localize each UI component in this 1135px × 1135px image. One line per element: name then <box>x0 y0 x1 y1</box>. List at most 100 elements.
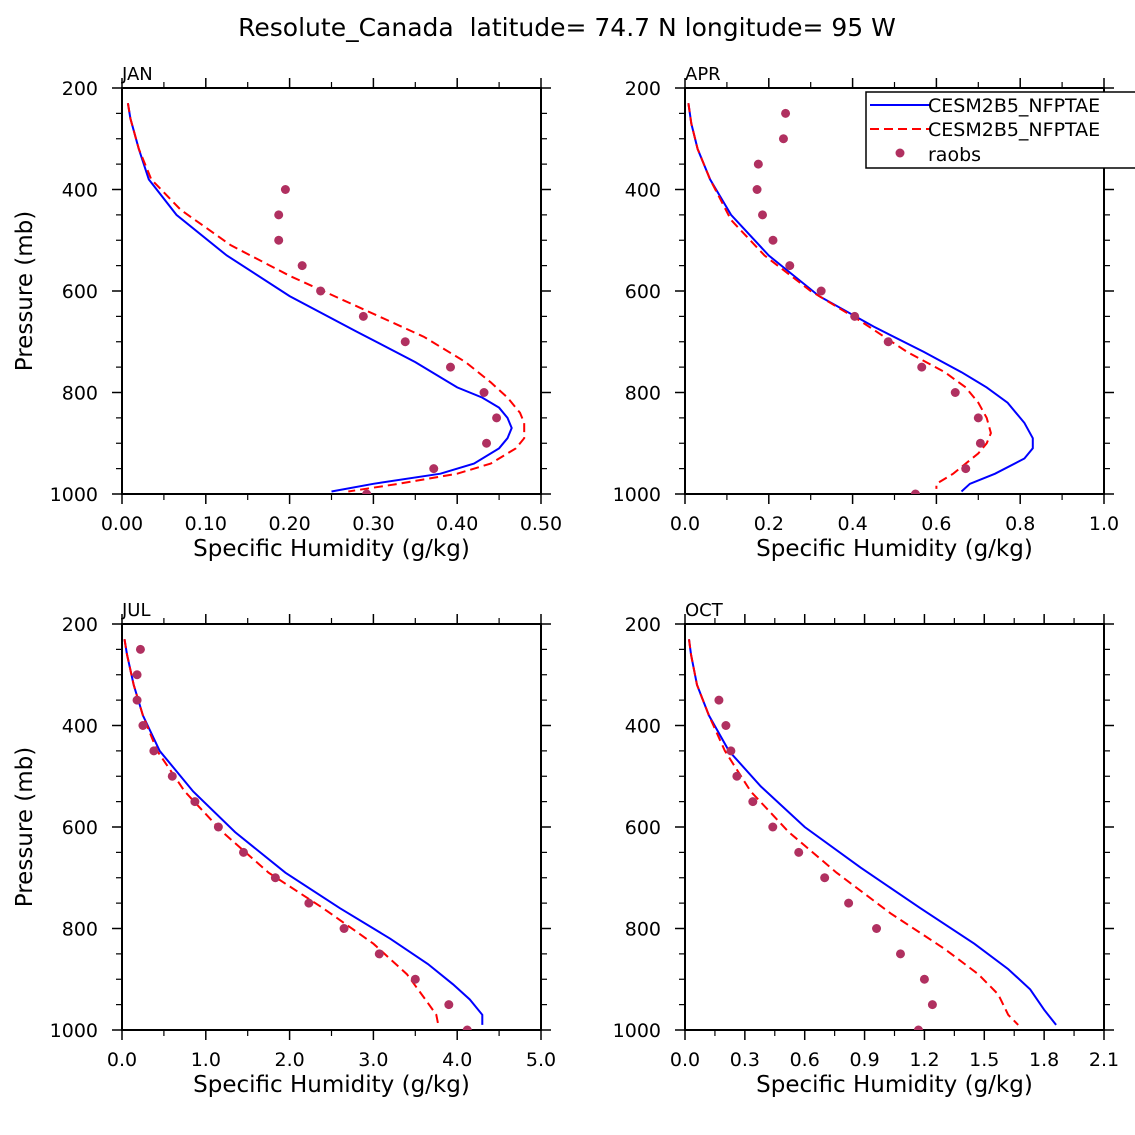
x-tick-label: 0.00 <box>101 513 143 535</box>
legend-label: CESM2B5_NFPTAE <box>928 95 1100 117</box>
panel-jul: JUL 0.0 1.0 2.0 3.0 4.0 5.0 200 400 600 800 1000 Spe… <box>12 600 556 1098</box>
legend-label: raobs <box>928 144 981 166</box>
x-tick-label: 0.2 <box>754 513 784 535</box>
raobs-point <box>479 388 489 397</box>
raobs-point <box>190 797 200 807</box>
legend-label: CESM2B5_NFPTAE <box>928 119 1100 141</box>
y-tick-label: 400 <box>625 180 661 202</box>
raobs-point <box>919 974 929 984</box>
raobs-point <box>482 438 492 448</box>
raobs-point <box>913 1025 923 1030</box>
raobs-point <box>850 311 860 321</box>
panel-jan: JAN 0.00 0.10 0.20 0.30 0.40 0.50 200 400 600 800 1… <box>12 64 562 562</box>
raobs-point <box>975 438 985 448</box>
x-axis-label: Specific Humidity (g/kg) <box>756 1072 1033 1098</box>
raobs-point <box>732 771 742 781</box>
raobs-point <box>239 847 249 857</box>
x-tick-label: 0.10 <box>185 513 227 535</box>
x-tick-label: 1.8 <box>1029 1049 1059 1071</box>
series-line-dashed <box>687 103 992 489</box>
x-tick-label: 1.0 <box>191 1049 221 1071</box>
raobs-point <box>167 771 177 781</box>
raobs-point <box>445 362 455 372</box>
x-tick-label: 0.20 <box>268 513 310 535</box>
raobs-point <box>410 974 420 984</box>
raobs-point <box>135 644 145 654</box>
y-axis-label: Pressure (mb) <box>12 747 38 907</box>
raobs-point <box>274 210 284 220</box>
x-axis-label: Specific Humidity (g/kg) <box>193 1072 470 1098</box>
y-tick-label: 600 <box>62 281 98 303</box>
panel-label: APR <box>685 64 721 85</box>
raobs-point <box>400 337 410 347</box>
raobs-point <box>883 337 893 347</box>
x-axis-label: Specific Humidity (g/kg) <box>193 536 470 562</box>
panel-apr: APR 0.0 0.2 0.4 0.6 0.8 1.0 200 400 600 800 1000 Spe… <box>613 64 1119 562</box>
y-axis-label: Pressure (mb) <box>12 211 38 371</box>
raobs-point <box>961 464 971 474</box>
raobs-point <box>917 362 927 372</box>
x-axis-label: Specific Humidity (g/kg) <box>756 536 1033 562</box>
raobs-point <box>895 949 905 959</box>
raobs-point <box>444 1000 454 1010</box>
x-tick-label: 0.0 <box>670 1049 700 1071</box>
raobs-point <box>781 108 791 118</box>
raobs-point <box>280 185 290 194</box>
x-tick-label: 0.50 <box>520 513 562 535</box>
raobs-point <box>927 1000 937 1010</box>
data-layer <box>123 639 484 1030</box>
data-layer <box>688 639 1057 1030</box>
series-line-dashed <box>123 639 440 1028</box>
x-tick-label: 4.0 <box>442 1049 472 1071</box>
raobs-point <box>910 489 920 494</box>
series-line-solid <box>123 639 484 1025</box>
y-tick-label: 200 <box>62 614 98 636</box>
raobs-point <box>492 413 502 423</box>
raobs-point <box>316 286 326 296</box>
x-tick-label: 5.0 <box>526 1049 556 1071</box>
raobs-point <box>816 286 826 296</box>
raobs-point <box>758 210 768 220</box>
raobs-point <box>149 746 159 756</box>
x-tick-label: 0.6 <box>790 1049 820 1071</box>
raobs-point <box>270 873 280 883</box>
x-tick-label: 0.0 <box>107 1049 137 1071</box>
raobs-point <box>950 388 960 397</box>
raobs-point <box>768 235 778 245</box>
y-tick-label: 400 <box>62 716 98 738</box>
raobs-point <box>752 185 762 194</box>
x-tick-label: 0.4 <box>837 513 867 535</box>
x-tick-label: 0.8 <box>1005 513 1035 535</box>
series-line-dashed <box>126 103 526 493</box>
raobs-point <box>748 797 758 807</box>
x-tick-label: 0.30 <box>352 513 394 535</box>
x-tick-label: 3.0 <box>358 1049 388 1071</box>
raobs-point <box>753 159 763 169</box>
figure-title: Resolute_Canada latitude= 74.7 N longitu… <box>238 13 896 42</box>
raobs-point <box>374 949 384 959</box>
panel-label: JUL <box>121 600 151 621</box>
raobs-point <box>304 898 314 908</box>
plot-frame <box>121 87 542 495</box>
x-tick-label: 0.0 <box>670 513 700 535</box>
x-tick-label: 1.5 <box>969 1049 999 1071</box>
raobs-point <box>726 746 736 756</box>
y-tick-label: 800 <box>62 919 98 941</box>
raobs-point <box>462 1025 472 1030</box>
x-tick-label: 2.1 <box>1089 1049 1119 1071</box>
raobs-point <box>429 464 439 474</box>
data-layer <box>126 103 526 494</box>
raobs-point <box>768 822 778 832</box>
raobs-point <box>785 261 795 271</box>
y-tick-label: 1000 <box>50 484 98 506</box>
raobs-point <box>794 847 804 857</box>
y-tick-label: 600 <box>625 817 661 839</box>
raobs-point <box>778 134 788 144</box>
x-tick-label: 1.2 <box>909 1049 939 1071</box>
raobs-point <box>872 924 882 933</box>
series-line-solid <box>687 103 1034 493</box>
y-tick-label: 600 <box>62 817 98 839</box>
raobs-point <box>721 721 731 730</box>
